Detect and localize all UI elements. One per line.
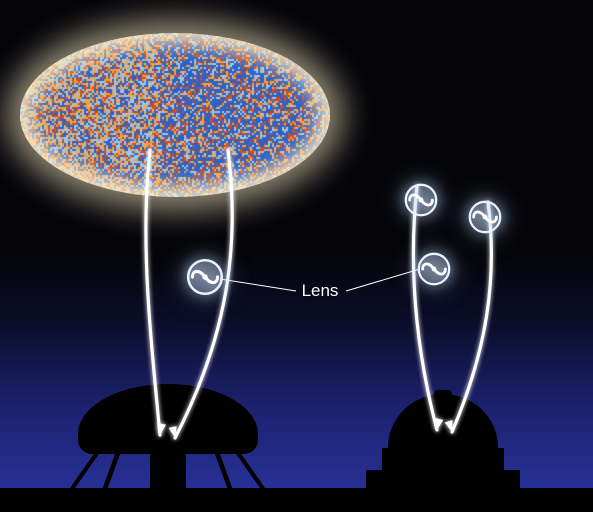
dome-wing: [366, 470, 382, 494]
lens-label: Lens: [302, 281, 339, 301]
dome-base: [382, 448, 504, 494]
cmb-map-ellipse: [20, 33, 330, 197]
dome-slit: [434, 390, 452, 404]
galaxy-icon: [402, 181, 440, 219]
diagram-stage: Lens: [0, 0, 593, 512]
dish-mount: [150, 448, 186, 494]
galaxy-icon: [415, 250, 453, 288]
galaxy-icon: [184, 256, 226, 298]
galaxy-icon: [466, 198, 504, 236]
dish-foot: [72, 492, 270, 500]
dome-wing: [504, 470, 520, 494]
cmb-noise-canvas: [20, 33, 330, 197]
